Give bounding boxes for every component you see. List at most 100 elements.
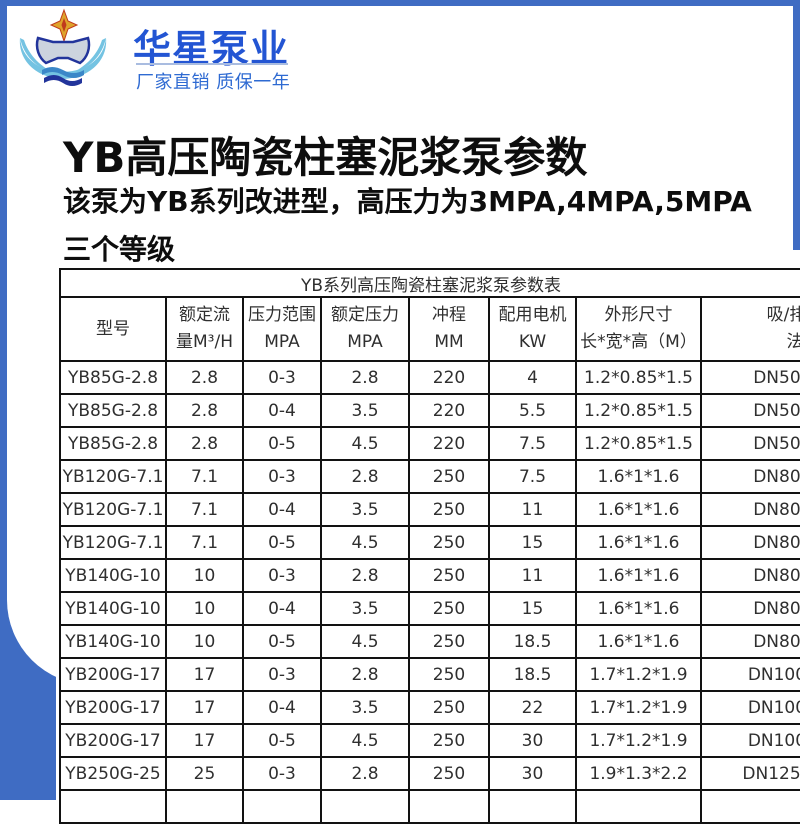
table-cell: 250 (408, 525, 490, 560)
table-cell: DN125/DN100 (699, 756, 800, 791)
frame-left-border (0, 0, 7, 650)
table-cell: 4.5 (320, 723, 410, 758)
frame-top-border (0, 0, 800, 6)
table-cell: DN50/DN40 (699, 393, 800, 428)
table-cell: 0-4 (242, 393, 322, 428)
table-cell: 2.8 (320, 360, 410, 395)
table-row: YB85G-2.82.80-32.822041.2*0.85*1.5DN50/D… (59, 360, 800, 395)
table-cell (488, 789, 577, 824)
table-cell: 17 (165, 690, 244, 725)
table-cell: DN100/DN80 (699, 723, 800, 758)
logo-star-icon (61, 18, 67, 32)
table-cell: 1.7*1.2*1.9 (575, 657, 702, 692)
table-cell: 1.6*1*1.6 (575, 591, 702, 626)
table-caption-row: YB系列高压陶瓷柱塞泥浆泵参数表 (58, 268, 800, 298)
table-cell: 0-3 (242, 360, 322, 395)
table-cell: 10 (165, 591, 244, 626)
table-cell: YB85G-2.8 (59, 393, 167, 428)
table-cell: 1.2*0.85*1.5 (575, 426, 702, 461)
table-cell: YB200G-17 (59, 657, 167, 692)
table-cell: 250 (408, 624, 490, 659)
table-cell: 11 (488, 492, 577, 527)
table-cell: 22 (488, 690, 577, 725)
table-cell: DN50/DN40 (699, 360, 800, 395)
table-cell: 17 (165, 723, 244, 758)
column-header: 额定压力 MPA (320, 296, 410, 362)
table-cell: 10 (165, 558, 244, 593)
table-cell: YB120G-7.1 (59, 492, 167, 527)
table-row: YB140G-10100-54.525018.51.6*1*1.6DN80/DN… (59, 624, 800, 659)
table-cell: YB120G-7.1 (59, 525, 167, 560)
table-cell: 0-3 (242, 756, 322, 791)
table-cell: 1.2*0.85*1.5 (575, 360, 702, 395)
table-cell: 1.6*1*1.6 (575, 558, 702, 593)
table-cell: 250 (408, 492, 490, 527)
table-cell: 1.7*1.2*1.9 (575, 690, 702, 725)
table-caption: YB系列高压陶瓷柱塞泥浆泵参数表 (58, 268, 800, 298)
table-cell: 0-3 (242, 459, 322, 494)
table-cell: 1.9*1.3*2.2 (575, 756, 702, 791)
table-cell: 0-5 (242, 624, 322, 659)
table-cell: 3.5 (320, 492, 410, 527)
table-cell: 0-4 (242, 690, 322, 725)
logo-shield-icon (35, 36, 91, 65)
page-title: YB高压陶瓷柱塞泥浆泵参数 (63, 133, 588, 182)
table-cell: 1.6*1*1.6 (575, 525, 702, 560)
table-cell: 2.8 (320, 756, 410, 791)
table-cell: 1.7*1.2*1.9 (575, 723, 702, 758)
table-cell: 17 (165, 657, 244, 692)
table-row: YB120G-7.17.10-32.82507.51.6*1*1.6DN80/D… (59, 459, 800, 494)
table-cell: YB85G-2.8 (59, 360, 167, 395)
logo-wave-icon (44, 75, 82, 86)
table-cell: 4.5 (320, 525, 410, 560)
table-cell: DN80/DN65 (699, 558, 800, 593)
table-row: YB250G-25250-32.8250301.9*1.3*2.2DN125/D… (59, 756, 800, 791)
table-cell: 18.5 (488, 657, 577, 692)
table-cell: 3.5 (320, 591, 410, 626)
table-cell: 5.5 (488, 393, 577, 428)
table-cell: YB200G-17 (59, 690, 167, 725)
table-cell: 250 (408, 657, 490, 692)
page-subtitle: 该泵为YB系列改进型，高压力为3MPA,4MPA,5MPA (63, 185, 752, 218)
table-row: YB200G-17170-32.825018.51.7*1.2*1.9DN100… (59, 657, 800, 692)
table-cell: 4 (488, 360, 577, 395)
table-cell: 0-3 (242, 558, 322, 593)
table-cell: 0-5 (242, 426, 322, 461)
table-cell: 250 (408, 558, 490, 593)
table-cell: DN80/DN65 (699, 459, 800, 494)
table-cell: DN80/DN65 (699, 624, 800, 659)
table-cell: YB85G-2.8 (59, 426, 167, 461)
table-cell: 220 (408, 393, 490, 428)
logo-swoosh-icon (72, 38, 106, 73)
column-header: 外形尺寸 长*宽*高（M） (575, 296, 702, 362)
table-cell: 7.1 (165, 525, 244, 560)
column-header: 吸/排浆管法兰 (699, 296, 800, 362)
spec-table: YB系列高压陶瓷柱塞泥浆泵参数表 型号 额定流 量M³/H 压力范围 MPA 额定压力 MP… (58, 268, 800, 824)
table-cell: 250 (408, 591, 490, 626)
table-cell: YB250G-25 (59, 756, 167, 791)
brand-logo-icon (19, 8, 107, 86)
table-row: YB85G-2.8 2.8 0-4 3.5 220 5.5 1.2*0.85*1.5 DN50… (59, 393, 800, 428)
table-cell: 220 (408, 426, 490, 461)
table-cell: 4.5 (320, 426, 410, 461)
table-cell: 0-4 (242, 492, 322, 527)
table-row: YB85G-2.8 2.8 0-5 4.5 220 7.5 1.2*0.85*1.5 DN50… (59, 426, 800, 461)
table-cell: 250 (408, 690, 490, 725)
table-row: YB200G-17170-54.5250301.7*1.2*1.9DN100/D… (59, 723, 800, 758)
table-cell: DN50/DN40 (699, 426, 800, 461)
logo-swoosh-icon (19, 38, 107, 79)
table-cell: 3.5 (320, 690, 410, 725)
table-cell: 11 (488, 558, 577, 593)
table-cell: 1.6*1*1.6 (575, 459, 702, 494)
table-cell: 2.8 (165, 426, 244, 461)
table-cell (699, 789, 800, 824)
table-cell: YB120G-7.1 (59, 459, 167, 494)
table-cell: 2.8 (165, 360, 244, 395)
table-cell: 220 (408, 360, 490, 395)
table-cell: DN80/DN65 (699, 591, 800, 626)
table-cell: 0-4 (242, 591, 322, 626)
table-row: YB200G-17170-43.5250221.7*1.2*1.9DN100/D… (59, 690, 800, 725)
